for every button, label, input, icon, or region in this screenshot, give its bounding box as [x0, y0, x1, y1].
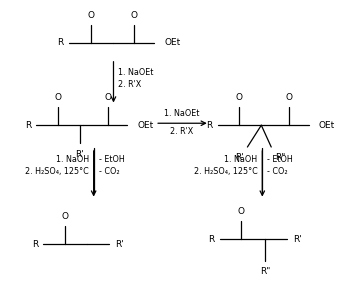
Text: 1. NaOEt: 1. NaOEt	[164, 109, 199, 118]
Text: R': R'	[235, 153, 244, 162]
Text: 2. H₂SO₄, 125°C: 2. H₂SO₄, 125°C	[25, 167, 89, 176]
Text: 2. R'X: 2. R'X	[170, 127, 194, 136]
Text: 2. R'X: 2. R'X	[118, 80, 142, 89]
Text: O: O	[61, 212, 68, 221]
Text: - EtOH: - EtOH	[267, 155, 293, 164]
Text: R: R	[57, 38, 63, 47]
Text: R': R'	[75, 150, 84, 159]
Text: - CO₂: - CO₂	[99, 167, 119, 176]
Text: O: O	[131, 11, 138, 20]
Text: 1. NaOH: 1. NaOH	[56, 155, 89, 164]
Text: R: R	[209, 235, 215, 244]
Text: 2. H₂SO₄, 125°C: 2. H₂SO₄, 125°C	[194, 167, 257, 176]
Text: OEt: OEt	[319, 121, 335, 130]
Text: O: O	[55, 94, 62, 103]
Text: - CO₂: - CO₂	[267, 167, 288, 176]
Text: R': R'	[116, 240, 124, 249]
Text: R: R	[25, 121, 31, 130]
Text: O: O	[104, 94, 111, 103]
Text: R: R	[206, 121, 213, 130]
Text: R": R"	[260, 267, 271, 276]
Text: OEt: OEt	[137, 121, 154, 130]
Text: O: O	[87, 11, 94, 20]
Text: 1. NaOEt: 1. NaOEt	[118, 68, 154, 77]
Text: O: O	[236, 94, 243, 103]
Text: R": R"	[275, 153, 286, 162]
Text: - EtOH: - EtOH	[99, 155, 124, 164]
Text: R: R	[32, 240, 38, 249]
Text: 1. NaOH: 1. NaOH	[224, 155, 257, 164]
Text: O: O	[238, 207, 245, 216]
Text: OEt: OEt	[164, 38, 180, 47]
Text: R': R'	[293, 235, 302, 244]
Text: O: O	[286, 94, 293, 103]
